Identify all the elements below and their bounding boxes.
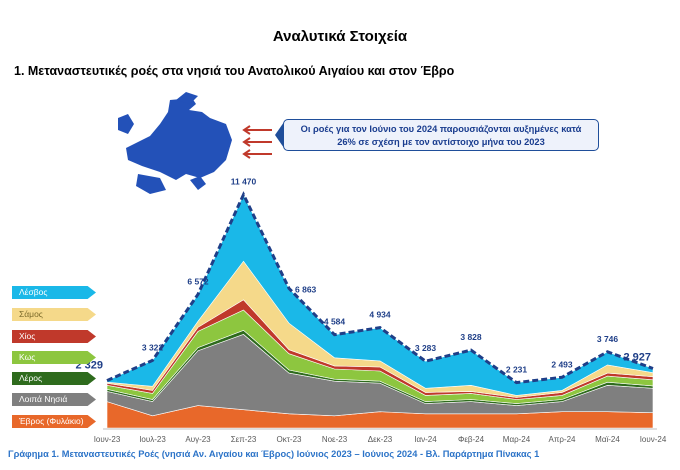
total-label: 3 322 (142, 342, 164, 352)
x-tick-label: Σεπ-23 (231, 435, 257, 444)
x-tick-label: Ιουλ-23 (139, 435, 166, 444)
figure-caption: Γράφημα 1. Μεταναστευτικές Ροές (νησιά Α… (8, 449, 540, 459)
total-label: 3 746 (597, 334, 619, 344)
callout-line-1: Οι ροές για τον Ιούνιο του 2024 παρουσιά… (300, 124, 582, 134)
total-label: 3 828 (460, 332, 482, 342)
x-tick-label: Δεκ-23 (368, 435, 393, 444)
total-label: 11 470 (231, 177, 257, 187)
x-tick-label: Ιαν-24 (414, 435, 437, 444)
total-label: 6 572 (187, 276, 209, 286)
x-tick-label: Οκτ-23 (277, 435, 302, 444)
page-title: Αναλυτικά Στοιχεία (272, 28, 408, 45)
legend-item: Λέσβος (12, 286, 96, 299)
x-tick-label: Αυγ-23 (185, 435, 211, 444)
legend-item: Λοιπά Νησιά (12, 393, 96, 406)
legend-item: Σάμος (12, 308, 96, 321)
total-label: 6 863 (295, 284, 317, 294)
x-tick-label: Ιουν-23 (94, 435, 121, 444)
x-tick-label: Μαρ-24 (503, 435, 531, 444)
total-label: 3 283 (415, 343, 437, 353)
x-tick-label: Φεβ-24 (458, 435, 485, 444)
callout-pointer (275, 122, 284, 148)
x-tick-label: Μαϊ-24 (595, 435, 620, 444)
legend-item: Λέρος (12, 372, 96, 385)
total-line (106, 191, 654, 385)
legend-item: Κως (12, 351, 96, 364)
legend-item: Χίος (12, 330, 96, 343)
europe-map-icon (118, 92, 232, 194)
total-label: 4 934 (369, 310, 391, 320)
total-label: 4 584 (324, 317, 346, 327)
section-heading: 1. Μεταναστευτικές ροές στα νησιά του Αν… (14, 64, 455, 78)
x-tick-label: Ιουν-24 (640, 435, 667, 444)
total-label: 2 927 (623, 352, 651, 364)
x-tick-label: Νοε-23 (322, 435, 348, 444)
callout-box: Οι ροές για τον Ιούνιο του 2024 παρουσιά… (283, 119, 599, 151)
total-label: 2 493 (551, 359, 573, 369)
arrows-icon (242, 125, 272, 159)
total-label: 2 231 (506, 365, 528, 375)
x-tick-label: Απρ-24 (549, 435, 577, 444)
callout-line-2: 26% σε σχέση με τον αντίστοιχο μήνα του … (337, 137, 545, 147)
legend-item: Έβρος (Φυλάκιο) (12, 415, 96, 428)
